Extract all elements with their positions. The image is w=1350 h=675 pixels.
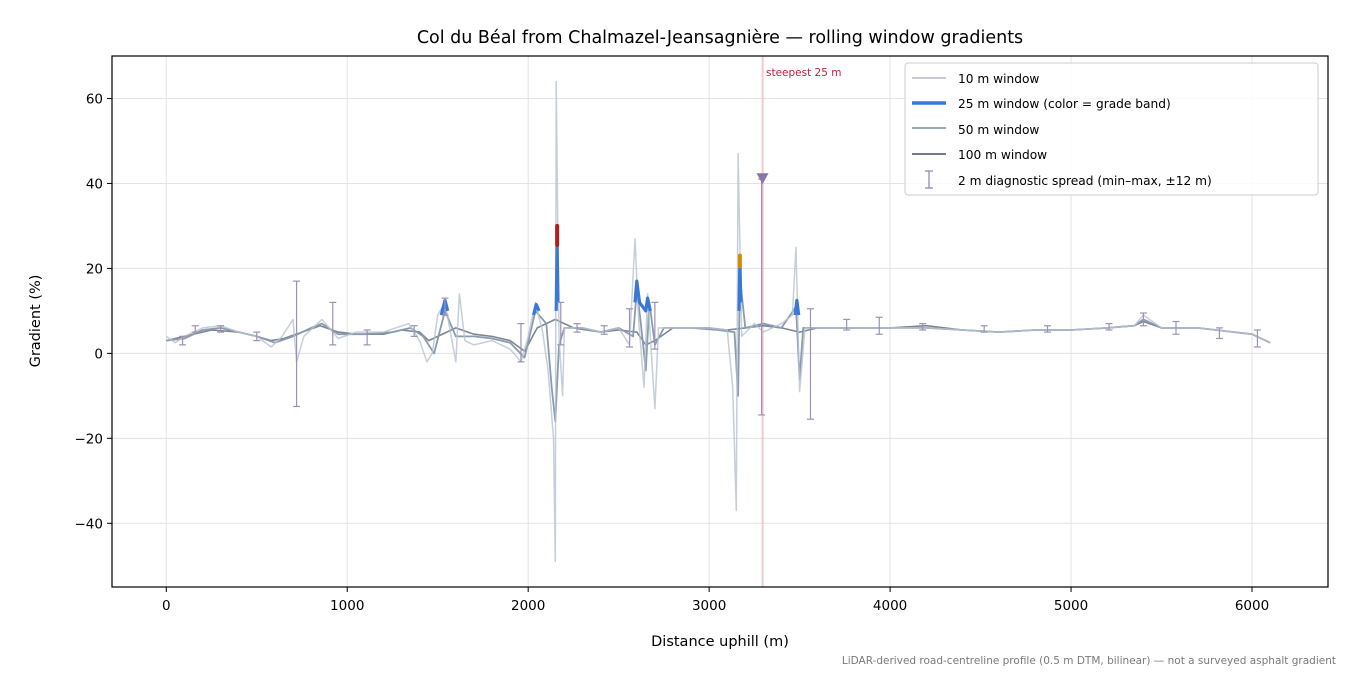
diagnostic-error-bar xyxy=(410,325,418,337)
legend: 10 m window 25 m window (color = grade b… xyxy=(904,62,1319,196)
series-line-25m xyxy=(793,298,801,316)
diagnostic-error-bar xyxy=(517,323,525,363)
x-tick-label: 0 xyxy=(162,598,171,614)
legend-label-50m: 50 m window xyxy=(958,123,1039,137)
x-axis-ticks: 0 1000 2000 3000 4000 5000 6000 xyxy=(162,587,1269,614)
x-tick-label: 2000 xyxy=(511,598,545,614)
diagnostic-error-bar xyxy=(1172,320,1180,335)
y-tick-label: 0 xyxy=(94,346,103,362)
y-axis-ticks: −40 −20 0 20 40 60 xyxy=(75,91,112,532)
chart-title: Col du Béal from Chalmazel-Jeansagnière … xyxy=(417,28,1023,48)
legend-swatch-diagnostic xyxy=(925,170,933,189)
series-line-10m xyxy=(165,80,1271,563)
diagnostic-error-bar xyxy=(651,301,659,350)
diagnostic-error-bar xyxy=(363,329,371,346)
x-tick-label: 3000 xyxy=(692,598,726,614)
y-axis-label: Gradient (%) xyxy=(28,275,44,368)
legend-box xyxy=(904,62,1319,196)
steepest-marker xyxy=(756,173,769,185)
diagnostic-error-bar xyxy=(1044,325,1052,333)
diagnostic-error-bar xyxy=(217,325,225,333)
x-tick-label: 5000 xyxy=(1054,598,1088,614)
y-tick-label: 20 xyxy=(86,261,103,277)
series-line-25m xyxy=(633,279,652,313)
legend-label-diagnostic: 2 m diagnostic spread (min–max, ±12 m) xyxy=(958,174,1212,188)
diagnostic-error-bar xyxy=(441,297,449,316)
y-tick-label: −20 xyxy=(75,431,104,447)
diagnostic-error-bar xyxy=(191,325,199,333)
legend-label-100m: 100 m window xyxy=(958,148,1047,162)
y-tick-label: 40 xyxy=(86,176,103,192)
diagnostic-error-bar xyxy=(626,308,634,348)
series-line-25m xyxy=(554,241,560,311)
x-tick-label: 6000 xyxy=(1235,598,1269,614)
diagnostic-error-bar xyxy=(253,331,261,342)
steepest-band xyxy=(761,56,764,587)
diagnostic-error-bar xyxy=(179,335,187,346)
series-line-100m xyxy=(166,318,1271,352)
diagnostic-error-bar xyxy=(600,325,608,335)
diagnostic-error-bar xyxy=(557,301,565,346)
diagnostic-error-bar xyxy=(573,323,581,333)
diagnostic-error-bar xyxy=(843,318,851,331)
diagnostic-error-bar xyxy=(1139,312,1147,327)
diagnostic-spread-group xyxy=(179,173,1261,420)
y-tick-label: −40 xyxy=(75,516,104,532)
highlight-label: steepest 25 m xyxy=(766,67,841,79)
footnote: LiDAR-derived road-centreline profile (0… xyxy=(842,655,1336,667)
series-line-50m xyxy=(166,276,1271,423)
diagnostic-error-bar xyxy=(293,280,301,408)
diagnostic-error-bar xyxy=(329,301,337,346)
diagnostic-error-bar xyxy=(1253,329,1261,348)
series-line-25m xyxy=(532,302,541,316)
legend-label-25m: 25 m window (color = grade band) xyxy=(958,97,1171,111)
plot-area xyxy=(111,55,1329,588)
x-tick-label: 4000 xyxy=(873,598,907,614)
legend-label-10m: 10 m window xyxy=(958,72,1039,86)
diagnostic-error-bar xyxy=(875,316,883,335)
x-axis-label: Distance uphill (m) xyxy=(651,634,789,650)
diagnostic-error-bar xyxy=(980,325,988,333)
diagnostic-error-bar xyxy=(1105,323,1113,331)
y-tick-label: 60 xyxy=(86,91,103,107)
diagnostic-error-bar xyxy=(806,308,814,420)
steepest-highlight xyxy=(761,56,764,587)
diagnostic-error-bar xyxy=(1215,327,1223,340)
diagnostic-error-bar xyxy=(919,323,927,331)
x-tick-label: 1000 xyxy=(330,598,364,614)
diagnostic-error-bar xyxy=(758,178,766,416)
